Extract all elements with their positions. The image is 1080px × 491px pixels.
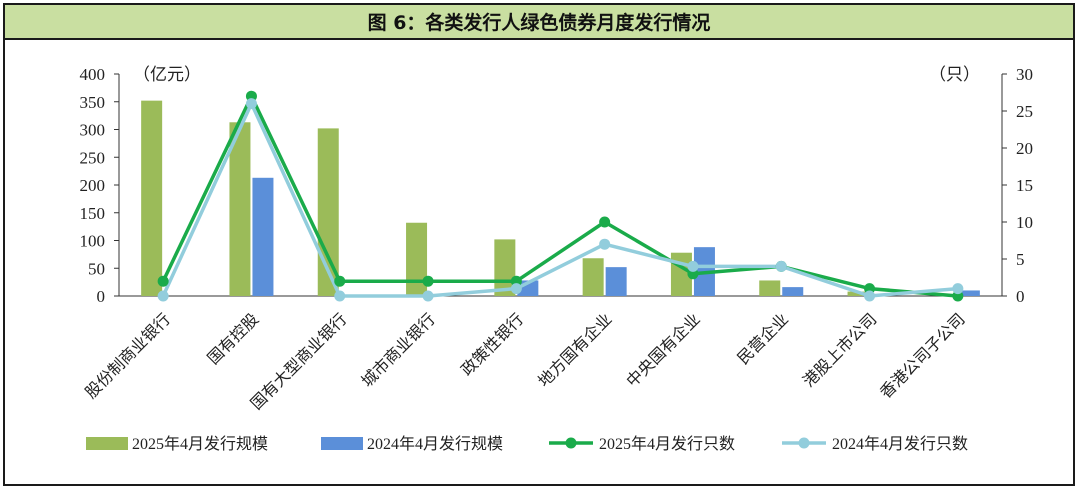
y-right-tick-label: 20: [1016, 139, 1033, 158]
legend-item: 2025年4月发行只数: [549, 435, 735, 453]
point-2025: [599, 216, 611, 228]
x-category-label: 城市商业银行: [358, 309, 439, 390]
x-category-label: 香港公司子公司: [876, 309, 969, 402]
point-2025: [334, 275, 346, 287]
point-2025: [157, 275, 169, 287]
legend-label: 2025年4月发行规模: [132, 435, 268, 453]
bar-2025: [317, 128, 339, 296]
legend-swatch-marker: [798, 437, 810, 449]
y-right-tick-label: 0: [1016, 287, 1025, 306]
bar-2024: [252, 177, 274, 296]
legend-label: 2025年4月发行只数: [599, 435, 735, 453]
legend-item: 2024年4月发行只数: [782, 435, 968, 453]
legend-item: 2024年4月发行规模: [321, 435, 503, 453]
bar-2025: [229, 122, 251, 296]
bar-2025: [141, 100, 163, 296]
bar-2024: [958, 290, 980, 296]
line-2024: [161, 101, 958, 298]
point-2024: [952, 283, 964, 295]
point-2024: [422, 290, 434, 302]
legend-label: 2024年4月发行只数: [832, 435, 968, 453]
x-category-label: 政策性银行: [457, 309, 527, 379]
y-left-tick-label: 400: [80, 65, 106, 84]
x-category-label: 中央国有企业: [622, 309, 703, 390]
y-left-tick-label: 100: [80, 232, 106, 251]
y-left-tick-label: 150: [80, 204, 106, 223]
point-2024: [157, 290, 169, 302]
y-left-tick-label: 50: [88, 259, 105, 278]
y-right-tick-label: 25: [1016, 102, 1033, 121]
point-2024: [687, 260, 699, 272]
point-2024: [599, 238, 611, 250]
y-left-tick-label: 200: [80, 176, 106, 195]
x-category-label: 股份制商业银行: [81, 309, 174, 402]
y-left-unit: （亿元）: [133, 65, 201, 85]
point-2024: [864, 290, 876, 302]
legend-swatch: [321, 437, 363, 450]
x-category-label: 民营企业: [733, 309, 792, 368]
legend-label: 2024年4月发行规模: [367, 435, 503, 453]
line-2025: [161, 94, 958, 298]
bar-2025: [582, 258, 604, 296]
point-2024: [245, 98, 257, 110]
point-2024: [510, 283, 522, 295]
point-2024: [334, 290, 346, 302]
point-2024: [775, 260, 787, 272]
x-category-label: 国有大型商业银行: [247, 309, 351, 413]
bar-2025: [406, 222, 428, 296]
y-right-tick-label: 15: [1016, 176, 1033, 195]
y-right-unit: （只）: [929, 65, 980, 85]
x-category-label: 国有控股: [204, 309, 263, 368]
chart-title: 图 6：各类发行人绿色债券月度发行情况: [5, 5, 1073, 40]
x-category-label: 港股上市公司: [799, 309, 880, 390]
y-left-tick-label: 350: [80, 93, 106, 112]
y-right-tick-label: 30: [1016, 65, 1033, 84]
bar-2025: [759, 280, 781, 296]
legend-swatch: [86, 437, 128, 450]
legend-swatch-marker: [565, 437, 577, 449]
legend-item: 2025年4月发行规模: [86, 435, 268, 453]
bar-2024: [605, 267, 627, 296]
y-left-tick-label: 300: [80, 121, 106, 140]
x-category-label: 地方国有企业: [534, 309, 615, 390]
bar-2024: [782, 287, 804, 296]
y-left-tick-label: 0: [97, 287, 106, 306]
y-left-tick-label: 250: [80, 148, 106, 167]
y-right-tick-label: 10: [1016, 213, 1033, 232]
y-right-tick-label: 5: [1016, 250, 1025, 269]
point-2025: [422, 275, 434, 287]
